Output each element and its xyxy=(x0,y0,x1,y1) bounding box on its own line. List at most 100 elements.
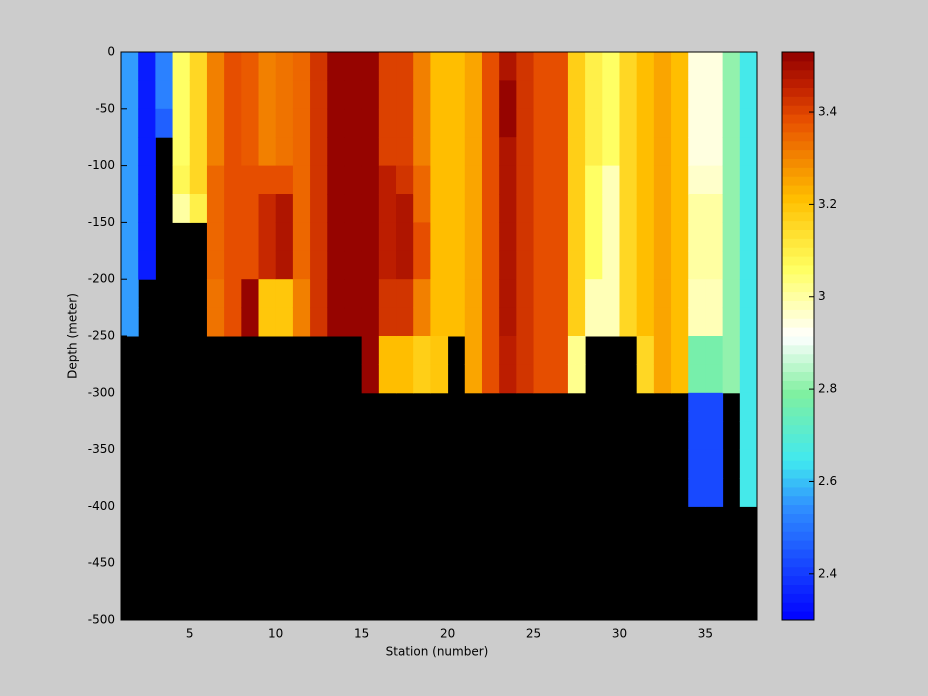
colorbar-band xyxy=(782,265,814,275)
cell xyxy=(739,52,758,81)
colorbar-band xyxy=(782,247,814,257)
cell xyxy=(344,165,363,195)
colorbar-band xyxy=(782,96,814,106)
cell xyxy=(430,108,449,138)
cell xyxy=(396,336,414,365)
colorbar-band xyxy=(782,140,814,151)
x-axis-label: Station (number) xyxy=(386,645,489,659)
cell xyxy=(636,307,655,337)
cell xyxy=(619,137,638,167)
cell xyxy=(653,194,672,223)
cell xyxy=(722,194,741,223)
colorbar-band xyxy=(782,442,814,452)
cell xyxy=(705,194,724,223)
cell xyxy=(464,250,483,280)
cell xyxy=(533,137,552,167)
cell xyxy=(619,279,638,309)
cell xyxy=(241,194,260,223)
cell xyxy=(653,222,672,252)
cell xyxy=(327,165,345,195)
cell xyxy=(121,52,139,81)
cell xyxy=(413,250,431,280)
cell xyxy=(636,222,655,252)
cell xyxy=(121,80,139,110)
cell xyxy=(739,279,758,309)
cell xyxy=(224,307,242,337)
cell xyxy=(292,108,311,138)
cell xyxy=(499,194,517,223)
cell xyxy=(636,80,655,110)
colorbar xyxy=(782,52,814,621)
cell xyxy=(344,108,363,138)
cell xyxy=(378,279,397,309)
colorbar-band xyxy=(782,566,814,577)
cell xyxy=(516,52,535,81)
cell xyxy=(550,307,569,337)
cell xyxy=(292,194,311,223)
colorbar-band xyxy=(782,78,814,88)
cell xyxy=(241,250,260,280)
colorbar-band xyxy=(782,460,814,470)
cell xyxy=(722,250,741,280)
cell xyxy=(310,165,328,195)
cell xyxy=(516,80,535,110)
cell xyxy=(224,222,242,252)
cell xyxy=(550,137,569,167)
cell xyxy=(396,108,414,138)
colorbar-tick-label: 2.4 xyxy=(818,566,837,580)
cell xyxy=(206,80,225,110)
cell xyxy=(602,108,620,138)
cell xyxy=(671,336,689,365)
cell xyxy=(722,165,741,195)
cell xyxy=(464,307,483,337)
cell xyxy=(361,250,380,280)
cell xyxy=(430,80,449,110)
cell xyxy=(327,279,345,309)
cell xyxy=(739,336,758,365)
cell xyxy=(567,222,586,252)
y-tick-label: -150 xyxy=(88,215,115,229)
cell xyxy=(619,194,638,223)
cell xyxy=(567,52,586,81)
cell xyxy=(396,194,414,223)
cell xyxy=(396,52,414,81)
cell xyxy=(619,108,638,138)
cell xyxy=(447,307,466,337)
cell xyxy=(550,194,569,223)
cell xyxy=(671,279,689,309)
cell xyxy=(722,52,741,81)
colorbar-band xyxy=(782,495,814,506)
cell xyxy=(189,108,208,138)
cell xyxy=(206,194,225,223)
cell xyxy=(172,137,191,167)
cell xyxy=(722,307,741,337)
cell xyxy=(567,80,586,110)
colorbar-band xyxy=(782,557,814,568)
cell xyxy=(155,80,174,110)
cell xyxy=(739,421,758,451)
cell xyxy=(189,52,208,81)
cell xyxy=(361,222,380,252)
cell xyxy=(688,392,706,422)
cell xyxy=(138,222,156,252)
cell xyxy=(172,108,191,138)
cell xyxy=(481,194,500,223)
cell xyxy=(464,137,483,167)
colorbar-band xyxy=(782,87,814,97)
cell xyxy=(619,80,638,110)
cell xyxy=(636,336,655,365)
cell xyxy=(499,364,517,394)
cell xyxy=(671,52,689,81)
cell xyxy=(447,279,466,309)
cell xyxy=(619,52,638,81)
cell xyxy=(138,165,156,195)
cell xyxy=(464,52,483,81)
cell xyxy=(550,222,569,252)
cell xyxy=(344,52,363,81)
colorbar-band xyxy=(782,602,814,612)
cell xyxy=(258,279,277,309)
cell xyxy=(172,165,191,195)
cell xyxy=(310,80,328,110)
cell xyxy=(155,52,174,81)
cell xyxy=(585,194,603,223)
